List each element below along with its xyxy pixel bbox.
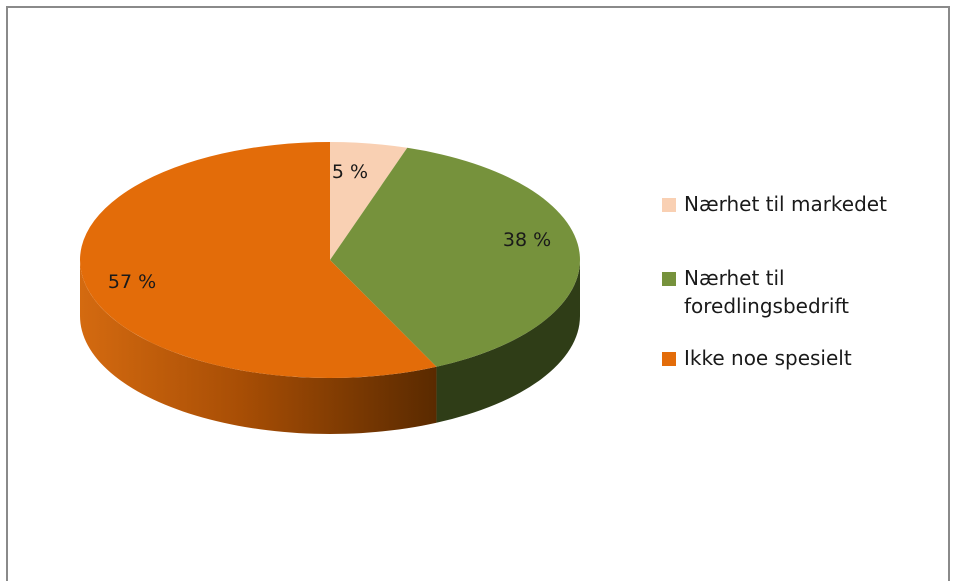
legend-swatch [662, 198, 676, 212]
legend-item: Nærhet til markedet [662, 190, 924, 218]
data-label: 38 % [503, 229, 551, 251]
pie-slice [330, 142, 408, 260]
pie-slice [80, 142, 437, 378]
legend-label: Nærhet til foredlingsbedrift [684, 266, 849, 318]
data-label: 5 % [332, 161, 368, 183]
legend-item: Nærhet til foredlingsbedrift [662, 264, 894, 320]
pie-slice [330, 147, 581, 367]
legend-swatch [662, 352, 676, 366]
data-label: 57 % [108, 271, 156, 293]
legend-label: Ikke noe spesielt [684, 346, 852, 370]
pie-slice-side [436, 260, 580, 423]
pie-slices [80, 142, 581, 378]
pie-slice-side [80, 260, 437, 434]
pie-data-labels: 5 % 38 % 57 % [108, 161, 551, 293]
legend-label: Nærhet til markedet [684, 192, 887, 216]
legend-item: Ikke noe spesielt [662, 344, 924, 372]
pie-sides [80, 260, 580, 434]
legend-swatch [662, 272, 676, 286]
